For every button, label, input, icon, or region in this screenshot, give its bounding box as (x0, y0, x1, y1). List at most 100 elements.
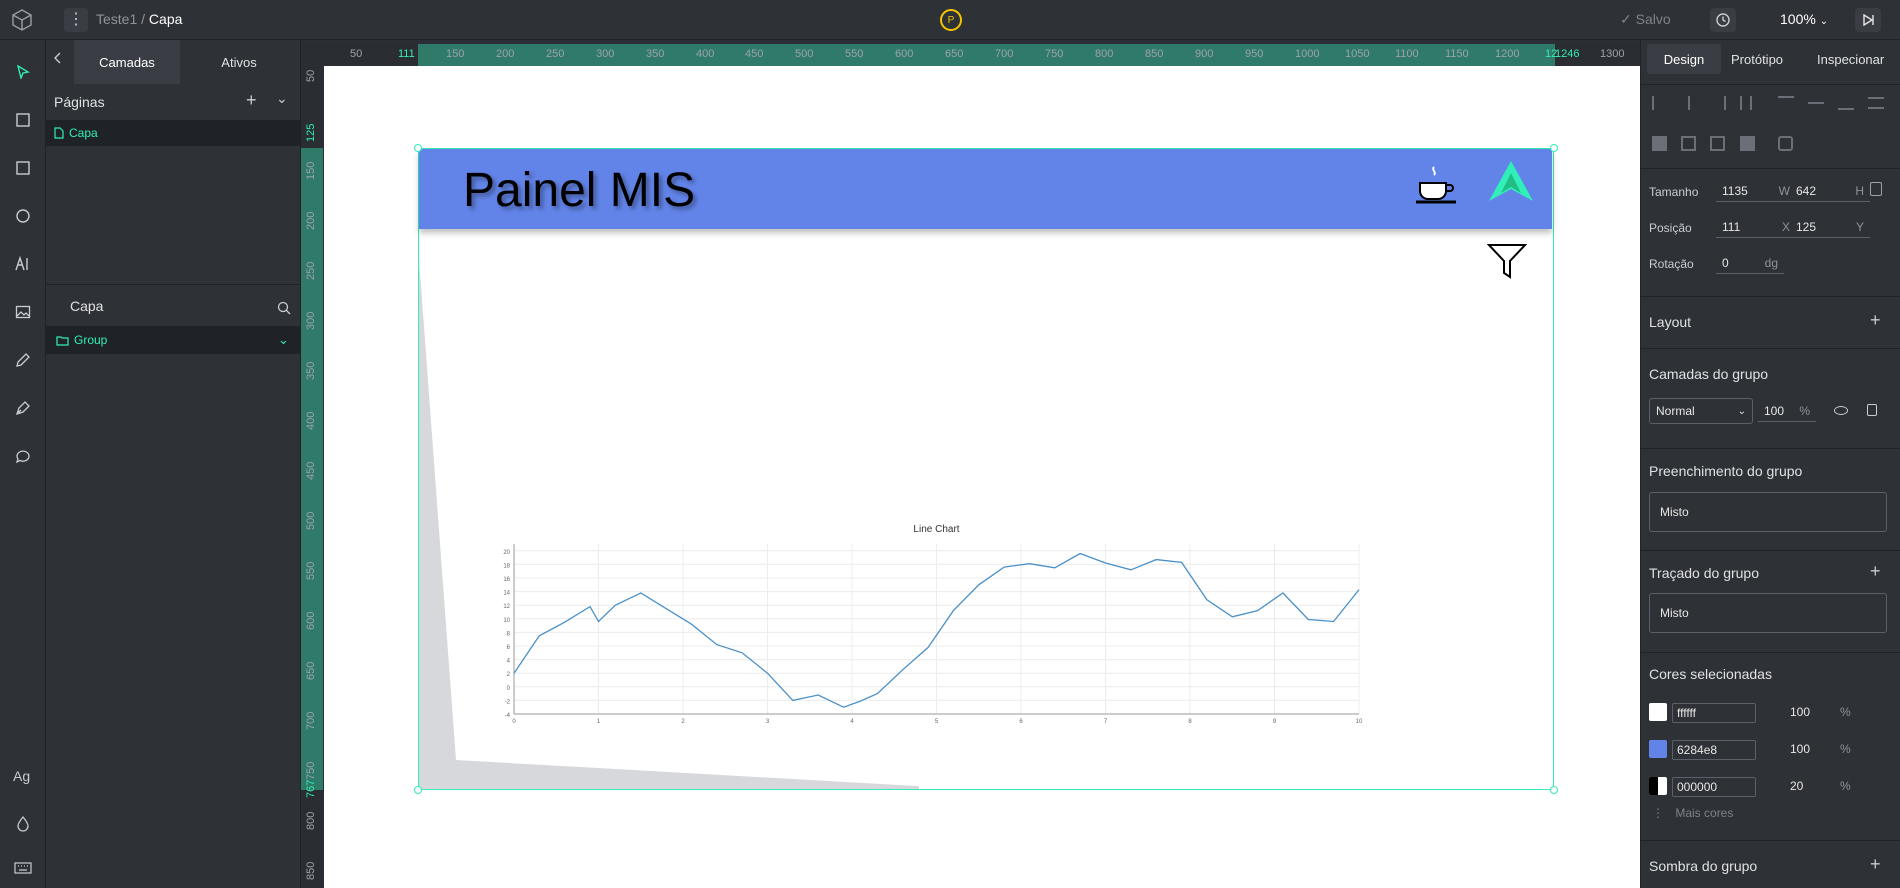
distribute-h-icon[interactable] (1740, 96, 1752, 110)
color-swatch[interactable] (1649, 777, 1667, 795)
selection-handle-tr[interactable] (1550, 144, 1558, 152)
page-item-capa[interactable]: Capa (46, 120, 300, 146)
color-opacity-value[interactable]: 100 (1790, 742, 1811, 756)
layer-item-group[interactable]: Group ⌄ (46, 326, 300, 354)
divider (1640, 348, 1900, 349)
tab-inspect[interactable]: Inspecionar (1817, 52, 1884, 67)
color-opacity-value[interactable]: 100 (1790, 705, 1811, 719)
ruler-tick-label: 1300 (1600, 48, 1625, 60)
ruler-tick-label: 450 (305, 461, 317, 480)
breadcrumb-page[interactable]: Capa (148, 11, 183, 27)
user-avatar[interactable]: P (940, 9, 962, 31)
tab-prototype-label: Protótipo (1731, 52, 1784, 67)
tab-design[interactable]: Design (1647, 44, 1721, 74)
rotation-input[interactable]: 0 dg (1716, 254, 1784, 274)
more-colors-button[interactable]: ⋮ Mais cores (1652, 806, 1733, 820)
distribute-v-icon[interactable] (1868, 97, 1884, 109)
align-bottom-icon[interactable] (1838, 96, 1854, 110)
ruler-tick-label: 50 (350, 48, 363, 60)
color-swatch[interactable] (1649, 703, 1667, 721)
fill-value-box[interactable]: Misto (1649, 492, 1887, 532)
blend-mode-select[interactable]: Normal ⌄ (1649, 398, 1753, 424)
selection-handle-tl[interactable] (414, 144, 422, 152)
stroke-value-box[interactable]: Misto (1649, 593, 1887, 633)
add-layout-icon[interactable]: + (1870, 310, 1881, 330)
align-right-icon[interactable] (1710, 96, 1726, 110)
page-item-label: Capa (69, 126, 98, 140)
x-input[interactable]: 111 X (1716, 218, 1796, 238)
path-tool-icon[interactable] (11, 396, 35, 420)
pencil-tool-icon[interactable] (11, 348, 35, 372)
breadcrumb-project[interactable]: Teste1 (96, 11, 138, 27)
selection-handle-br[interactable] (1550, 786, 1558, 794)
tab-layers[interactable]: Camadas (74, 40, 180, 84)
board-frame[interactable]: Painel MIS Line Chart 20 18 16 14 12 10 8 6 4 2 0 -2… (418, 148, 1554, 790)
text-tool-icon[interactable] (11, 252, 35, 276)
align-vcenter-icon[interactable] (1808, 96, 1824, 110)
image-tool-icon[interactable] (11, 300, 35, 324)
add-shadow-icon[interactable]: + (1870, 854, 1881, 874)
move-tool-icon[interactable] (11, 60, 35, 84)
tab-prototype[interactable]: Protótipo (1731, 52, 1783, 67)
ruler-tick-label: 767 (305, 779, 317, 798)
tab-assets[interactable]: Ativos (186, 40, 292, 84)
y-tick-label: -4 (505, 713, 511, 719)
y-input[interactable]: 125 Y (1790, 218, 1870, 238)
x-tick-label: 2 (681, 719, 685, 725)
play-icon[interactable] (1855, 8, 1881, 32)
ellipse-tool-icon[interactable] (11, 204, 35, 228)
search-icon[interactable] (274, 298, 294, 318)
keyboard-shortcuts-icon[interactable] (11, 856, 35, 880)
board-tool-icon[interactable] (11, 108, 35, 132)
width-input[interactable]: 1135 W (1716, 182, 1796, 202)
design-panel: Design Protótipo Inspecionar (1640, 40, 1900, 888)
bool-union-icon[interactable] (1652, 136, 1667, 151)
add-stroke-icon[interactable]: + (1870, 561, 1881, 581)
add-page-icon[interactable]: + (246, 90, 257, 110)
y-tick-label: 0 (507, 686, 511, 692)
visibility-eye-icon[interactable] (1834, 406, 1848, 415)
ruler-tick-label: 800 (305, 811, 317, 830)
x-tick-label: 7 (1104, 719, 1108, 725)
collapse-panel-icon[interactable] (48, 48, 68, 68)
ruler-selection-band (418, 44, 1555, 66)
color-hex-input[interactable]: ffffff (1672, 703, 1756, 723)
color-swatch[interactable] (1649, 740, 1667, 758)
group-layers-title: Camadas do grupo (1649, 366, 1769, 382)
align-left-icon[interactable] (1652, 96, 1668, 110)
comment-tool-icon[interactable] (11, 444, 35, 468)
color-hex-input[interactable]: 000000 (1672, 777, 1756, 797)
layer-opacity-input[interactable]: 100 % (1758, 402, 1816, 422)
align-hcenter-icon[interactable] (1681, 96, 1697, 110)
main-menu-icon[interactable]: ⋮ (64, 8, 88, 32)
percent-unit: % (1799, 404, 1810, 418)
layer-item-label: Group (74, 333, 108, 347)
align-top-icon[interactable] (1778, 96, 1794, 110)
height-input[interactable]: 642 H (1790, 182, 1870, 202)
chevron-down-icon[interactable]: ⌄ (276, 90, 288, 106)
y-tick-label: 4 (507, 659, 511, 665)
app-logo-icon[interactable] (6, 4, 38, 36)
filter-icon[interactable] (1487, 241, 1527, 281)
color-opacity-value[interactable]: 20 (1790, 779, 1804, 793)
rectangle-tool-icon[interactable] (11, 156, 35, 180)
lock-ratio-icon[interactable] (1870, 182, 1882, 196)
bool-exclude-icon[interactable] (1740, 136, 1755, 151)
ruler-tick-label: 600 (305, 611, 317, 630)
color-hex-input[interactable]: 6284e8 (1672, 740, 1756, 760)
header-bar[interactable]: Painel MIS (419, 149, 1552, 229)
history-icon[interactable] (1710, 8, 1736, 32)
flatten-icon[interactable] (1778, 136, 1793, 151)
x-value: 111 (1722, 220, 1741, 234)
bool-difference-icon[interactable] (1681, 136, 1696, 151)
ruler-tick-label: 250 (305, 261, 317, 280)
expand-group-icon[interactable]: ⌄ (278, 332, 289, 347)
zoom-dropdown[interactable]: 100% ⌄ (1780, 11, 1828, 27)
bool-intersection-icon[interactable] (1710, 136, 1725, 151)
lock-icon[interactable] (1867, 404, 1877, 416)
x-tick-label: 5 (935, 719, 939, 725)
fonts-button[interactable]: Ag (13, 768, 31, 784)
selection-handle-bl[interactable] (414, 786, 422, 794)
color-palette-icon[interactable] (11, 812, 35, 836)
